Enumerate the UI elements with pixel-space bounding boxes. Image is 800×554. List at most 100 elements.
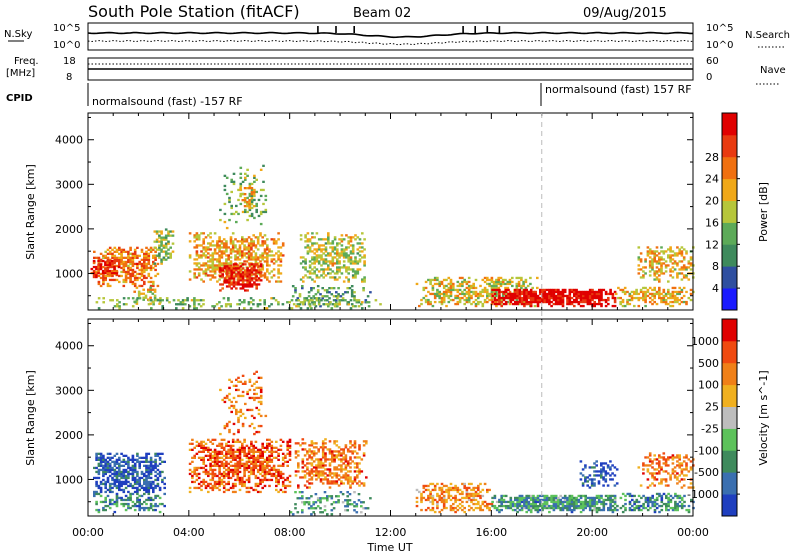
velocity-echo-cell (241, 422, 245, 426)
velocity-echo-cell (261, 468, 264, 472)
velocity-echo-cell (161, 452, 164, 455)
velocity-echo-cell (131, 474, 135, 478)
velocity-echo-cell (236, 456, 240, 459)
power-echo-cell (577, 296, 581, 300)
power-echo-cell (138, 297, 142, 300)
velocity-echo-cell (297, 442, 300, 445)
velocity-echo-cell (256, 454, 260, 457)
velocity-echo-cell (188, 442, 192, 445)
velocity-echo-cell (356, 462, 359, 465)
power-echo-cell (500, 290, 503, 294)
velocity-echo-cell (131, 476, 135, 480)
power-echo-cell (591, 292, 594, 296)
velocity-echo-cell (241, 448, 244, 451)
velocity-echo-cell (461, 492, 464, 496)
power-echo-cell (566, 296, 569, 300)
power-echo-cell (239, 184, 243, 188)
power-echo-cell (120, 262, 123, 266)
velocity-echo-cell (509, 498, 513, 502)
power-echo-cell (131, 256, 135, 259)
power-echo-cell (506, 280, 510, 284)
power-echo-cell (326, 295, 329, 298)
power-echo-cell (200, 278, 203, 281)
velocity-echo-cell (616, 508, 619, 512)
power-echo-cell (207, 264, 210, 267)
power-echo-cell (153, 262, 157, 265)
power-echo-cell (658, 294, 661, 298)
velocity-echo-cell (277, 482, 280, 486)
velocity-echo-cell (319, 462, 323, 465)
power-echo-cell (299, 262, 303, 265)
power-echo-cell (363, 254, 366, 257)
power-echo-cell (438, 284, 441, 288)
velocity-echo-cell (138, 462, 141, 465)
velocity-echo-cell (149, 502, 153, 506)
power-echo-cell (250, 269, 254, 272)
power-echo-cell (248, 277, 252, 280)
power-echo-cell (258, 299, 262, 302)
velocity-echo-cell (310, 450, 314, 453)
power-echo-cell (250, 203, 254, 206)
power-echo-cell (147, 303, 151, 306)
velocity-echo-cell (584, 506, 587, 510)
velocity-echo-cell (149, 472, 153, 476)
velocity-echo-cell (227, 470, 230, 474)
power-echo-cell (651, 250, 654, 253)
velocity-echo-cell (188, 486, 192, 490)
velocity-echo-cell (349, 476, 352, 479)
power-echo-cell (351, 276, 355, 279)
velocity-echo-cell (268, 444, 271, 447)
velocity-echo-cell (227, 480, 230, 484)
power-echo-cell (529, 290, 533, 294)
velocity-echo-cell (261, 466, 264, 470)
velocity-echo-cell (500, 504, 503, 508)
power-echo-cell (642, 290, 645, 294)
power-echo-cell (479, 300, 482, 304)
power-echo-cell (124, 264, 128, 268)
power-echo-cell (577, 300, 581, 304)
power-echo-cell (127, 254, 130, 257)
power-echo-cell (651, 302, 654, 306)
velocity-echo-cell (310, 468, 314, 471)
power-echo-cell (354, 234, 357, 237)
power-echo-cell (211, 244, 215, 247)
power-echo-cell (190, 299, 194, 302)
velocity-echo-cell (593, 498, 596, 502)
velocity-echo-cell (349, 450, 352, 453)
velocity-echo-cell (500, 494, 503, 498)
power-echo-cell (154, 274, 157, 278)
velocity-echo-cell (353, 480, 357, 483)
power-echo-cell (225, 262, 228, 265)
power-echo-cell (463, 278, 466, 282)
power-echo-cell (534, 290, 537, 294)
velocity-echo-cell (520, 500, 524, 504)
velocity-echo-cell (275, 450, 278, 453)
velocity-echo-cell (191, 448, 194, 451)
velocity-echo-cell (118, 480, 121, 484)
power-echo-cell (129, 280, 132, 284)
velocity-echo-cell (102, 482, 105, 486)
velocity-echo-cell (310, 482, 314, 485)
power-echo-cell (361, 232, 364, 235)
velocity-echo-cell (231, 448, 235, 451)
velocity-echo-cell (129, 472, 132, 476)
velocity-echo-cell (520, 498, 524, 502)
power-echo-cell (261, 242, 264, 245)
power-echo-cell (104, 269, 107, 273)
velocity-echo-cell (266, 478, 269, 482)
power-echo-cell (499, 276, 503, 280)
power-echo-cell (467, 298, 471, 302)
power-echo-cell (456, 294, 460, 298)
power-echo-cell (522, 284, 525, 288)
power-echo-cell (238, 248, 242, 251)
power-echo-cell (365, 301, 369, 304)
power-echo-cell (669, 260, 672, 263)
velocity-echo-cell (156, 468, 160, 472)
power-echo-cell (323, 295, 327, 298)
power-echo-cell (609, 288, 612, 292)
nsearch-tick-high: 10^5 (706, 23, 733, 34)
velocity-echo-cell (244, 382, 247, 385)
power-echo-cell (499, 282, 503, 286)
velocity-echo-cell (330, 513, 334, 516)
power-echo-cell (315, 254, 319, 257)
